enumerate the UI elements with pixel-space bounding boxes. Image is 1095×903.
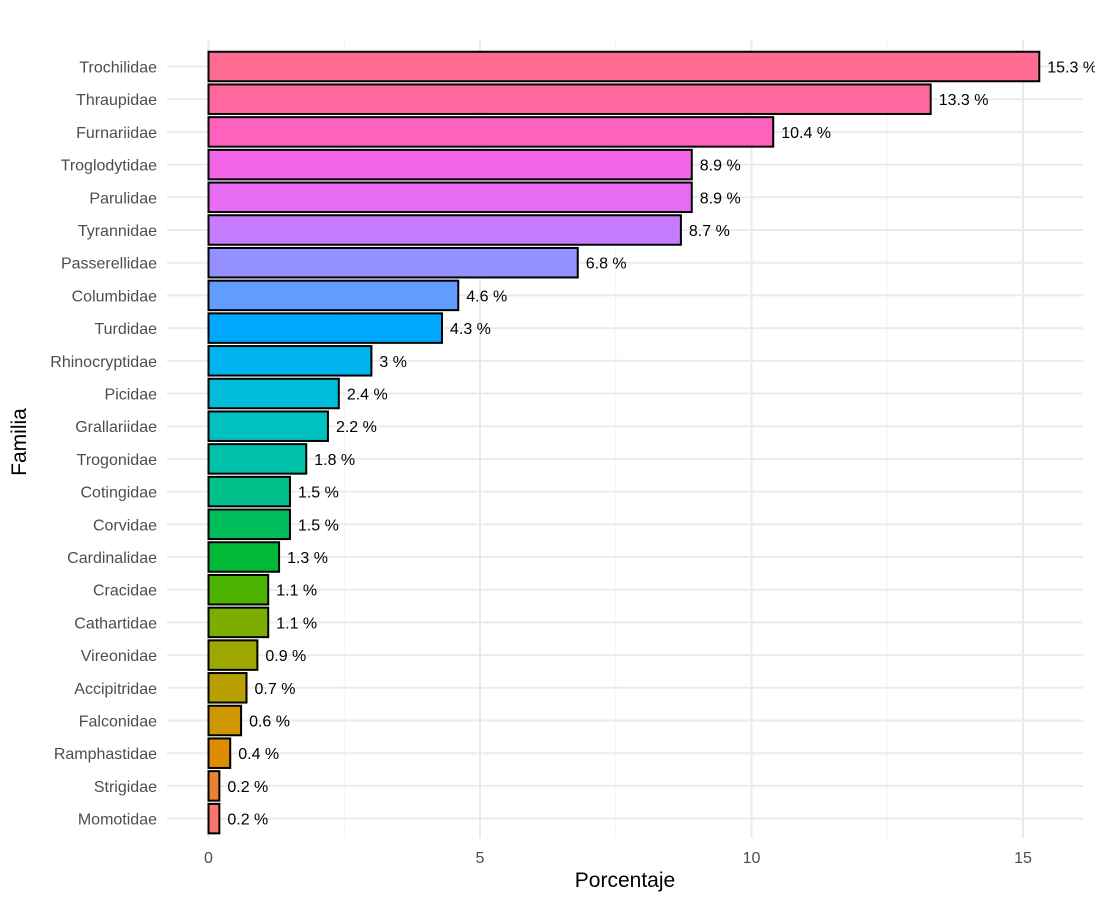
category-label-vireonidae: Vireonidae	[81, 648, 157, 665]
bar-trochilidae	[207, 50, 1041, 83]
bar-momotidae	[207, 802, 221, 835]
bar-turdidae	[207, 312, 443, 344]
data-label-cotingidae: 1.5 %	[298, 485, 339, 502]
data-label-thraupidae: 13.3 %	[939, 92, 989, 109]
category-label-ramphastidae: Ramphastidae	[54, 746, 157, 763]
data-label-columbidae: 4.6 %	[466, 288, 507, 305]
bar-thraupidae	[207, 83, 932, 115]
x-tick-label: 5	[476, 850, 485, 867]
data-label-rhinocryptidae: 3 %	[379, 354, 407, 371]
data-label-turdidae: 4.3 %	[450, 321, 491, 338]
category-label-cardinalidae: Cardinalidae	[67, 550, 157, 567]
data-label-grallariidae: 2.2 %	[336, 419, 377, 436]
bar-strigidae	[207, 770, 221, 802]
bar-accipitridae	[207, 672, 248, 704]
bar-passerellidae	[207, 246, 579, 279]
data-label-parulidae: 8.9 %	[700, 190, 741, 207]
bar-tyrannidae	[207, 214, 682, 246]
bars	[207, 50, 1041, 835]
category-label-falconidae: Falconidae	[79, 714, 157, 731]
bar-trogonidae	[207, 443, 308, 475]
category-label-thraupidae: Thraupidae	[76, 92, 157, 109]
data-label-picidae: 2.4 %	[347, 387, 388, 404]
category-label-columbidae: Columbidae	[72, 288, 157, 305]
bar-ramphastidae	[207, 737, 232, 769]
category-label-turdidae: Turdidae	[94, 321, 157, 338]
bar-cardinalidae	[207, 541, 281, 573]
bar-cracidae	[207, 573, 270, 606]
data-label-tyrannidae: 8.7 %	[689, 223, 730, 240]
category-label-trochilidae: Trochilidae	[79, 60, 157, 77]
category-label-trogonidae: Trogonidae	[77, 452, 157, 469]
data-label-cathartidae: 1.1 %	[276, 615, 317, 632]
category-labels: Trochilidae Thraupidae Furnariidae Troglody…	[50, 60, 157, 829]
category-label-passerellidae: Passerellidae	[61, 256, 157, 273]
data-label-vireonidae: 0.9 %	[265, 648, 306, 665]
x-tick-label: 0	[204, 850, 213, 867]
data-label-trogonidae: 1.8 %	[314, 452, 355, 469]
category-label-cotingidae: Cotingidae	[81, 485, 158, 502]
data-label-accipitridae: 0.7 %	[255, 681, 296, 698]
data-label-cracidae: 1.1 %	[276, 583, 317, 600]
bar-picidae	[207, 377, 340, 410]
bar-columbidae	[207, 279, 460, 312]
y-axis-title: Familia	[8, 408, 31, 476]
x-tick-label: 15	[1014, 850, 1032, 867]
data-label-falconidae: 0.6 %	[249, 714, 290, 731]
data-label-momotidae: 0.2 %	[227, 812, 268, 829]
category-label-cracidae: Cracidae	[93, 583, 157, 600]
bar-corvidae	[207, 508, 291, 541]
x-axis-title: Porcentaje	[575, 869, 675, 892]
category-label-strigidae: Strigidae	[94, 779, 157, 796]
data-label-cardinalidae: 1.3 %	[287, 550, 328, 567]
category-label-corvidae: Corvidae	[93, 517, 157, 534]
category-label-cathartidae: Cathartidae	[74, 615, 157, 632]
category-label-momotidae: Momotidae	[78, 812, 157, 829]
x-tick-label: 10	[743, 850, 761, 867]
data-label-furnariidae: 10.4 %	[781, 125, 831, 142]
bar-cotingidae	[207, 475, 291, 508]
category-label-troglodytidae: Troglodytidae	[61, 158, 157, 175]
x-axis-ticks: 0 5 10 15	[204, 850, 1032, 867]
category-label-accipitridae: Accipitridae	[74, 681, 157, 698]
bar-vireonidae	[207, 639, 259, 671]
category-label-furnariidae: Furnariidae	[76, 125, 157, 142]
category-label-tyrannidae: Tyrannidae	[78, 223, 157, 240]
bar-parulidae	[207, 181, 693, 214]
data-label-corvidae: 1.5 %	[298, 517, 339, 534]
bar-troglodytidae	[207, 148, 693, 181]
data-label-strigidae: 0.2 %	[227, 779, 268, 796]
bar-cathartidae	[207, 606, 270, 639]
data-label-troglodytidae: 8.9 %	[700, 158, 741, 175]
bar-furnariidae	[207, 116, 775, 148]
data-label-trochilidae: 15.3 %	[1047, 60, 1095, 77]
data-label-ramphastidae: 0.4 %	[238, 746, 279, 763]
bar-rhinocryptidae	[207, 345, 373, 377]
data-labels: 15.3 % 13.3 % 10.4 % 8.9 % 8.9 % 8.7 % 6.8 % 4.…	[227, 60, 1095, 829]
bar-grallariidae	[207, 410, 329, 442]
category-label-picidae: Picidae	[105, 387, 158, 404]
bar-falconidae	[207, 704, 243, 737]
category-label-parulidae: Parulidae	[89, 190, 157, 207]
category-label-grallariidae: Grallariidae	[75, 419, 157, 436]
category-label-rhinocryptidae: Rhinocryptidae	[50, 354, 157, 371]
data-label-passerellidae: 6.8 %	[586, 256, 627, 273]
